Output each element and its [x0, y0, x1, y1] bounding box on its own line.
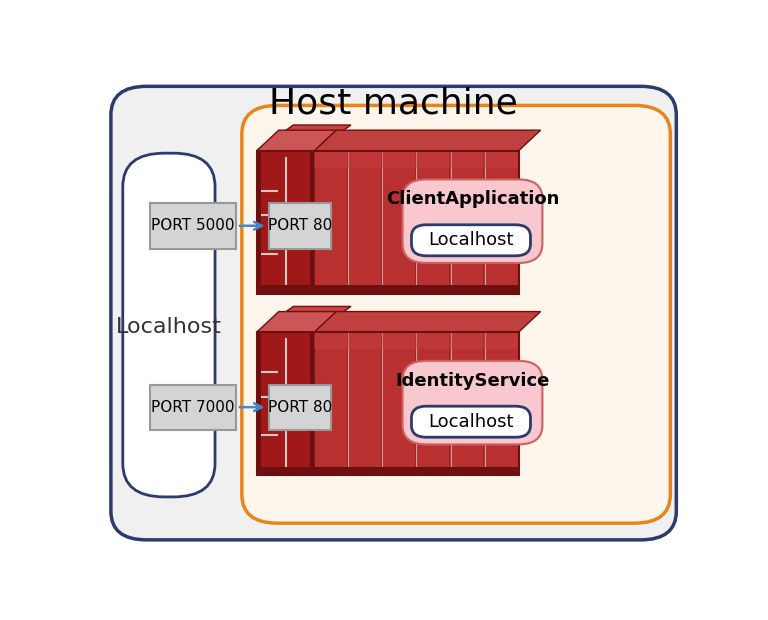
FancyBboxPatch shape — [123, 153, 215, 497]
Text: Localhost: Localhost — [116, 317, 222, 337]
Text: Localhost: Localhost — [429, 231, 514, 249]
FancyBboxPatch shape — [412, 225, 531, 256]
Polygon shape — [314, 332, 518, 476]
Polygon shape — [314, 312, 541, 332]
Polygon shape — [257, 312, 336, 332]
FancyBboxPatch shape — [402, 179, 542, 263]
Text: PORT 80: PORT 80 — [268, 400, 332, 415]
FancyBboxPatch shape — [150, 384, 236, 430]
Polygon shape — [314, 332, 518, 350]
FancyBboxPatch shape — [269, 203, 331, 249]
FancyBboxPatch shape — [310, 332, 314, 476]
Polygon shape — [314, 130, 541, 151]
Text: Localhost: Localhost — [429, 413, 514, 431]
FancyBboxPatch shape — [150, 203, 236, 249]
FancyBboxPatch shape — [269, 384, 331, 430]
FancyBboxPatch shape — [310, 151, 314, 294]
FancyBboxPatch shape — [402, 361, 542, 445]
Polygon shape — [257, 285, 518, 294]
Polygon shape — [257, 306, 351, 332]
Text: PORT 7000: PORT 7000 — [151, 400, 234, 415]
Polygon shape — [257, 130, 336, 151]
Polygon shape — [257, 151, 314, 294]
Text: IdentityService: IdentityService — [396, 372, 550, 390]
Polygon shape — [314, 151, 518, 294]
Polygon shape — [257, 332, 314, 476]
Polygon shape — [257, 467, 518, 476]
FancyBboxPatch shape — [242, 105, 670, 523]
Polygon shape — [314, 151, 518, 168]
Text: ClientApplication: ClientApplication — [386, 190, 559, 208]
Text: Host machine: Host machine — [270, 86, 518, 120]
FancyBboxPatch shape — [111, 86, 677, 540]
Text: PORT 80: PORT 80 — [268, 218, 332, 234]
Text: PORT 5000: PORT 5000 — [151, 218, 234, 234]
FancyBboxPatch shape — [257, 332, 261, 476]
FancyBboxPatch shape — [412, 406, 531, 437]
Polygon shape — [257, 125, 351, 151]
FancyBboxPatch shape — [257, 151, 261, 294]
